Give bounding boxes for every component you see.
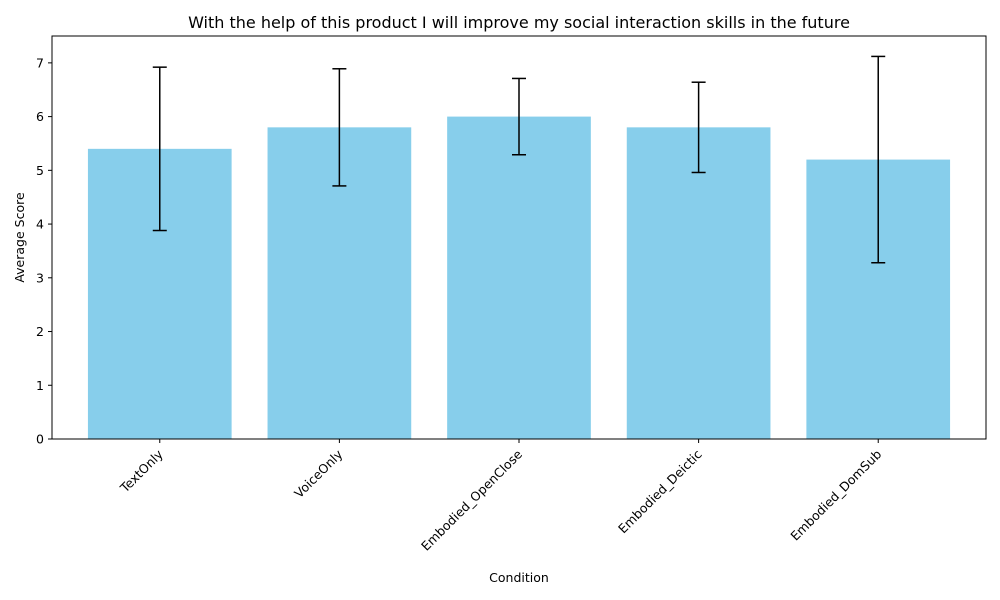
error-bar-embodied-domsub	[871, 55, 886, 264]
y-tick-label: 4	[36, 217, 44, 232]
bar-embodied-openclose	[447, 116, 591, 439]
error-bar-embodied-openclose	[512, 77, 526, 156]
y-tick-label: 7	[36, 55, 44, 70]
y-tick-label: 6	[36, 109, 44, 124]
y-tick-label: 2	[36, 324, 44, 339]
x-axis-label: Condition	[489, 570, 549, 585]
error-bar-textonly	[152, 66, 167, 232]
chart-title: With the help of this product I will imp…	[188, 13, 850, 32]
bar-embodied-deictic	[626, 127, 771, 439]
bars-layer	[87, 116, 951, 439]
error-bar-embodied-deictic	[691, 81, 706, 174]
y-tick-label: 0	[36, 432, 44, 447]
error-bars-layer	[152, 55, 886, 264]
error-bar-voiceonly	[332, 68, 347, 187]
y-axis-label: Average Score	[12, 192, 27, 283]
y-tick-label: 1	[36, 378, 44, 393]
y-tick-label: 5	[36, 163, 44, 178]
y-tick-label: 3	[36, 270, 44, 285]
y-axis: 0 1 2 3 4 5 6 7	[36, 55, 52, 447]
